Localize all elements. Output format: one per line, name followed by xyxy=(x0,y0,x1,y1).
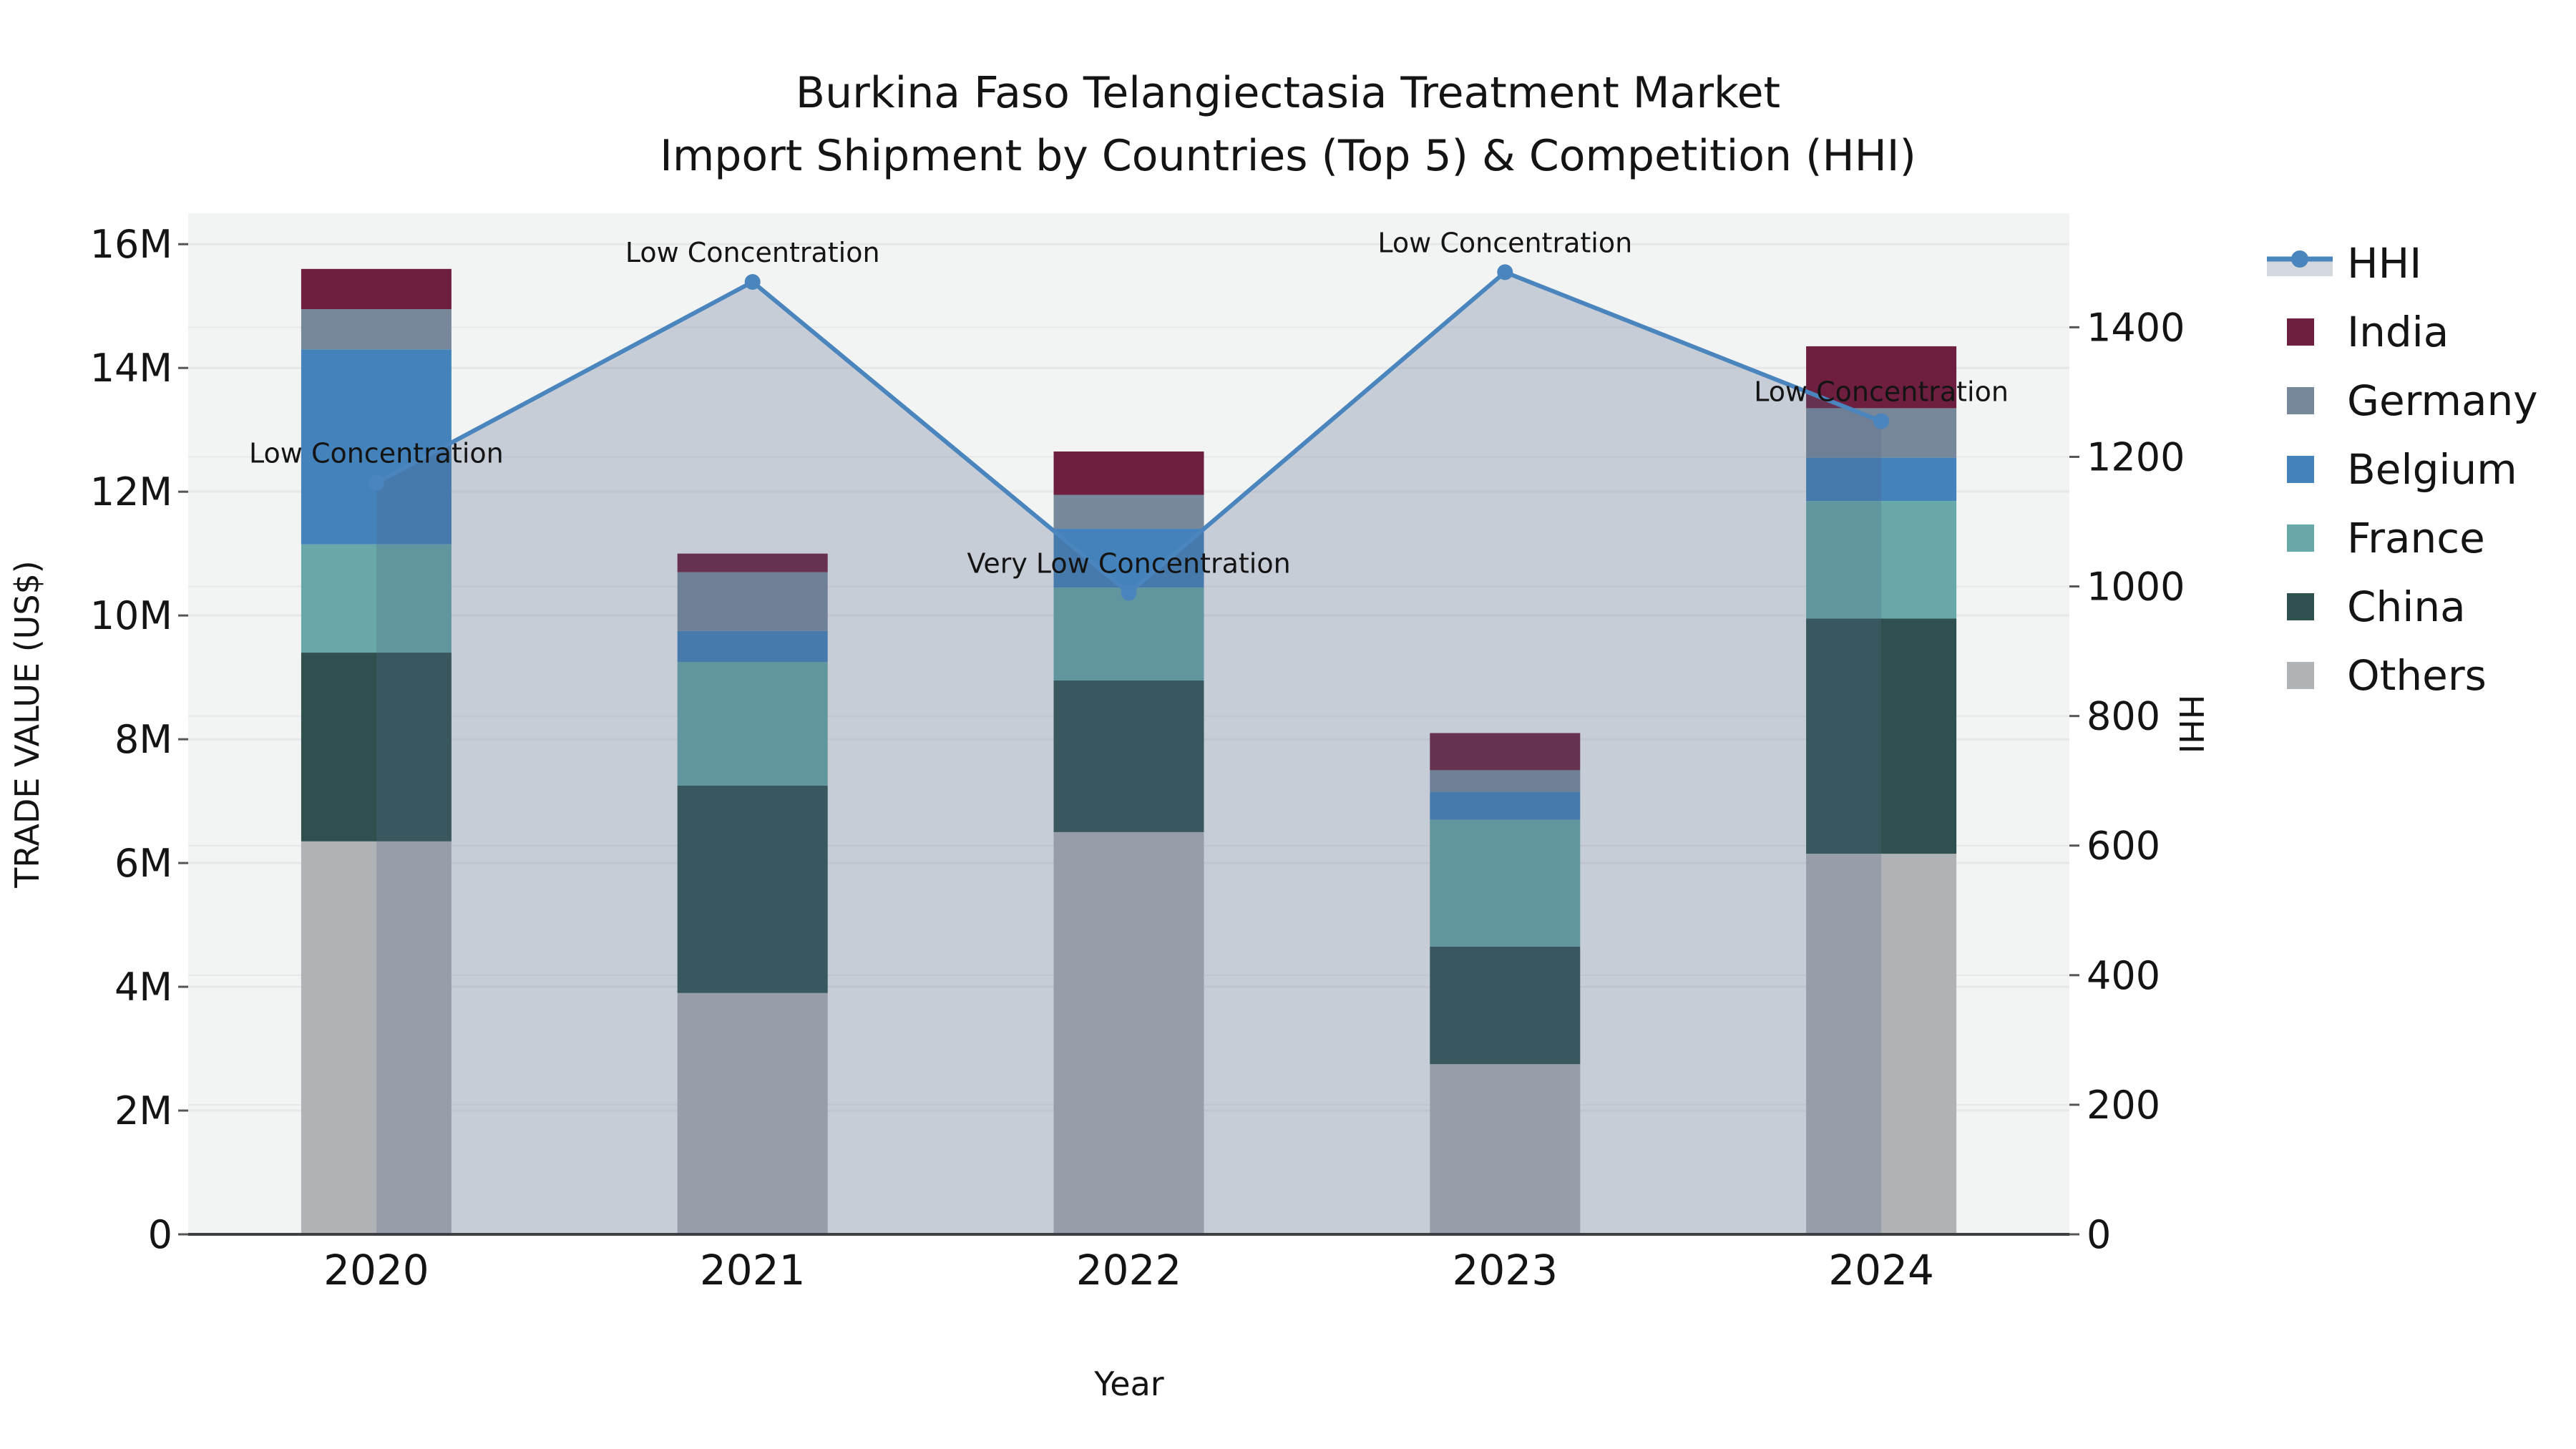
annotation-2022: Very Low Concentration xyxy=(967,548,1290,580)
annotation-2020: Low Concentration xyxy=(249,438,504,469)
legend-item-china: China xyxy=(2287,582,2466,631)
annotation-2021: Low Concentration xyxy=(625,237,880,268)
annotation-2024: Low Concentration xyxy=(1754,376,2009,408)
legend-swatch-germany xyxy=(2287,387,2314,414)
y-left-tick-label: 8M xyxy=(114,717,172,762)
legend-label-germany: Germany xyxy=(2347,376,2538,425)
annotation-2023: Low Concentration xyxy=(1377,227,1632,258)
legend-item-others: Others xyxy=(2287,651,2487,700)
annotations-group: Low Concentration Low Concentration Very L… xyxy=(249,227,2009,579)
legend-item-germany: Germany xyxy=(2287,376,2538,425)
bar-segment-france-2022 xyxy=(1053,587,1204,680)
x-axis-title: Year xyxy=(1093,1365,1163,1403)
bar-segment-france-2024 xyxy=(1806,501,1957,619)
y-right-axis-title: HHI xyxy=(2172,695,2210,754)
bar-segment-belgium-2022 xyxy=(1053,529,1204,588)
bar-segment-others-2022 xyxy=(1053,831,1204,1234)
legend-item-hhi: HHI xyxy=(2267,239,2421,288)
bar-segment-france-2020 xyxy=(301,544,452,653)
legend-swatch-india xyxy=(2287,318,2314,346)
y-left-axis-title: TRADE VALUE (US$) xyxy=(8,560,47,888)
bar-segment-india-2023 xyxy=(1430,733,1581,771)
bar-segment-others-2020 xyxy=(301,841,452,1234)
x-tick-label-2020: 2020 xyxy=(323,1246,429,1294)
x-tick-label-2024: 2024 xyxy=(1828,1246,1934,1294)
chart-title-line2: Import Shipment by Countries (Top 5) & C… xyxy=(660,131,1916,181)
legend-swatch-china xyxy=(2287,593,2314,620)
legend-label-france: France xyxy=(2347,514,2485,562)
hhi-marker-2023 xyxy=(1497,264,1513,280)
bar-segment-india-2022 xyxy=(1053,451,1204,495)
y-left-tick-label: 10M xyxy=(90,593,172,638)
legend-label-belgium: Belgium xyxy=(2347,445,2517,494)
y-left-tick-label: 16M xyxy=(90,222,172,267)
y-right-tick-label: 600 xyxy=(2087,824,2160,869)
legend-label-others: Others xyxy=(2347,651,2487,700)
hhi-area xyxy=(376,272,1882,1234)
legend-label-china: China xyxy=(2347,582,2466,631)
bar-segment-belgium-2023 xyxy=(1430,791,1581,820)
bar-segment-india-2020 xyxy=(301,268,452,310)
bar-segment-china-2022 xyxy=(1053,680,1204,832)
bar-segment-germany-2023 xyxy=(1430,770,1581,792)
bar-segment-germany-2020 xyxy=(301,309,452,350)
bar-segment-belgium-2020 xyxy=(301,349,452,545)
bar-segment-china-2021 xyxy=(677,785,828,993)
bar-segment-france-2023 xyxy=(1430,819,1581,947)
bar-segment-belgium-2021 xyxy=(677,630,828,663)
legend-label-india: India xyxy=(2347,308,2449,356)
legend-swatch-france xyxy=(2287,525,2314,552)
y-left-tick-label: 2M xyxy=(114,1088,172,1133)
y-right-tick-label: 1400 xyxy=(2087,305,2185,350)
bar-segment-others-2023 xyxy=(1430,1064,1581,1234)
bar-segment-germany-2022 xyxy=(1053,494,1204,530)
bar-segment-china-2024 xyxy=(1806,618,1957,854)
x-tick-label-2022: 2022 xyxy=(1076,1246,1182,1294)
legend-item-france: France xyxy=(2287,514,2485,562)
hhi-marker-2022 xyxy=(1121,585,1137,601)
y-left-tick-label: 0 xyxy=(148,1212,172,1257)
legend-item-belgium: Belgium xyxy=(2287,445,2517,494)
legend-swatch-others xyxy=(2287,662,2314,689)
y-right-tick-label: 0 xyxy=(2087,1212,2111,1257)
y-left-tick-label: 6M xyxy=(114,841,172,886)
y-right-tick-label: 1200 xyxy=(2087,434,2185,479)
bar-segment-china-2020 xyxy=(301,653,452,841)
y-left-tick-label: 14M xyxy=(90,346,172,391)
x-tick-label-2021: 2021 xyxy=(700,1246,806,1294)
legend-label-hhi: HHI xyxy=(2347,239,2421,288)
chart-title-line1: Burkina Faso Telangiectasia Treatment Ma… xyxy=(796,68,1780,118)
y-left-tick-label: 12M xyxy=(90,469,172,514)
bar-segment-china-2023 xyxy=(1430,946,1581,1065)
y-right-tick-label: 800 xyxy=(2087,694,2160,739)
y-left-tick-label: 4M xyxy=(114,965,172,1010)
bar-segment-others-2021 xyxy=(677,992,828,1234)
hhi-marker-2021 xyxy=(744,273,761,290)
bar-segment-belgium-2024 xyxy=(1806,457,1957,502)
bar-segment-germany-2021 xyxy=(677,572,828,631)
legend-swatch-belgium xyxy=(2287,456,2314,483)
legend-item-india: India xyxy=(2287,308,2449,356)
bar-segment-india-2024 xyxy=(1806,346,1957,409)
x-tick-label-2023: 2023 xyxy=(1452,1246,1558,1294)
y-right-tick-label: 200 xyxy=(2087,1083,2160,1128)
y-right-tick-label: 400 xyxy=(2087,953,2160,998)
y-right-tick-label: 1000 xyxy=(2087,565,2185,610)
axes-group: 0 2M 4M 6M 8M 10M 12M 14M 16M 0 200 400 600 800 1000 12… xyxy=(90,222,2185,1294)
bar-segment-others-2024 xyxy=(1806,854,1957,1234)
bar-segment-france-2021 xyxy=(677,662,828,786)
legend: HHI India Germany Belgium France China Others xyxy=(2267,239,2538,700)
legend-hhi-marker-sample xyxy=(2291,250,2308,268)
hhi-area-line-group xyxy=(368,264,1890,1234)
hhi-marker-2020 xyxy=(368,474,384,491)
hhi-marker-2024 xyxy=(1873,413,1890,429)
bar-segment-india-2021 xyxy=(677,553,828,572)
